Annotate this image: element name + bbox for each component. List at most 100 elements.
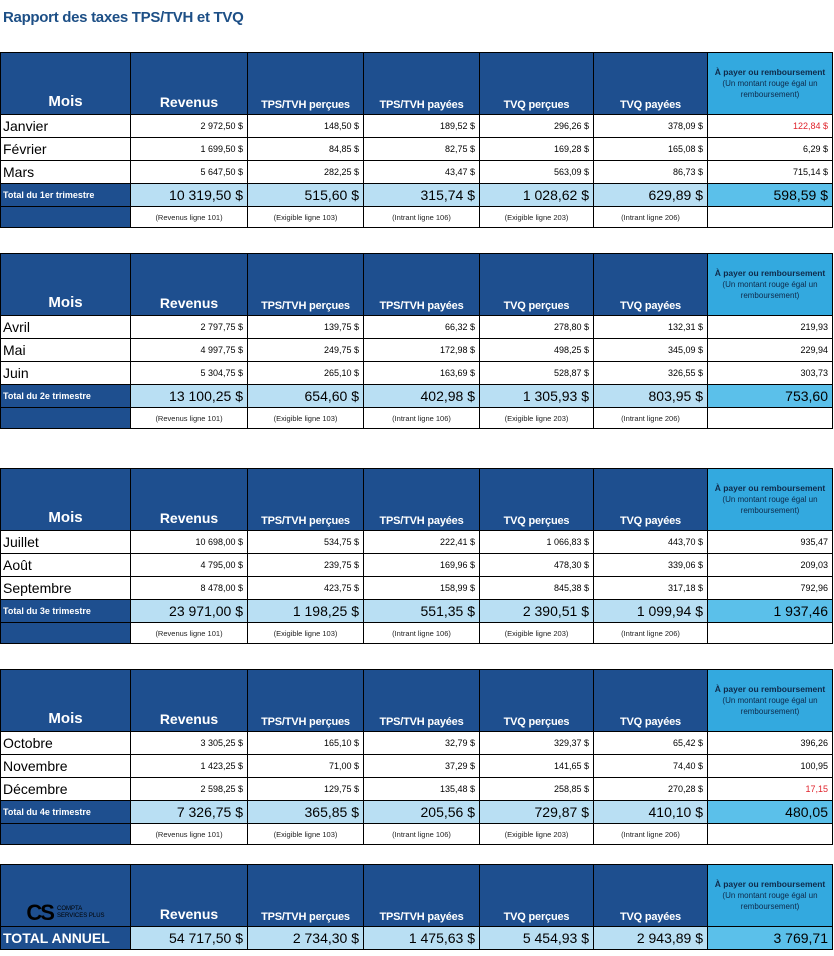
header-revenus: Revenus: [130, 468, 248, 531]
header-tps-percues: TPS/TVH perçues: [247, 864, 364, 927]
total-tps-payees: 402,98 $: [363, 384, 480, 408]
source-tvq-percues: (Exigible ligne 203): [479, 407, 594, 429]
cell-tvq-percues: 141,65 $: [479, 754, 594, 778]
cell-tps-percues: 148,50 $: [247, 114, 364, 138]
cell-tps-percues: 84,85 $: [247, 137, 364, 161]
source-tps-percues: (Exigible ligne 103): [247, 206, 364, 228]
source-revenus: (Revenus ligne 101): [130, 622, 248, 644]
quarter-total-label: Total du 1er trimestre: [0, 183, 131, 207]
header-tps-percues: TPS/TVH perçues: [247, 253, 364, 316]
quarter-total-row: Total du 2e trimestre 13 100,25 $654,60 $…: [0, 384, 833, 408]
total-tps-payees: 551,35 $: [363, 599, 480, 623]
cell-tps-payees: 189,52 $: [363, 114, 480, 138]
cell-tvq-percues: 845,38 $: [479, 576, 594, 600]
total-a-payer: 753,60: [707, 384, 833, 408]
cell-a-payer: 209,03: [707, 553, 833, 577]
cell-tps-payees: 135,48 $: [363, 777, 480, 801]
cell-tvq-percues: 169,28 $: [479, 137, 594, 161]
total-tps-percues: 1 198,25 $: [247, 599, 364, 623]
total-tps-percues: 515,60 $: [247, 183, 364, 207]
total-a-payer: 480,05: [707, 800, 833, 824]
cell-a-payer: 935,47: [707, 530, 833, 554]
header-revenus: Revenus: [130, 864, 248, 927]
source-tps-payees: (Intrant ligne 106): [363, 622, 480, 644]
source-tvq-payees: (Intrant ligne 206): [593, 206, 708, 228]
cell-tps-percues: 249,75 $: [247, 338, 364, 362]
month-name: Juin: [0, 361, 131, 385]
cell-tvq-payees: 270,28 $: [593, 777, 708, 801]
quarter-table: Mois Revenus TPS/TVH perçues TPS/TVH payées…: [0, 468, 833, 644]
cell-tvq-payees: 443,70 $: [593, 530, 708, 554]
cell-tvq-percues: 258,85 $: [479, 777, 594, 801]
source-empty: [707, 407, 833, 429]
cell-revenus: 1 423,25 $: [130, 754, 248, 778]
cell-tvq-payees: 378,09 $: [593, 114, 708, 138]
total-a-payer: 598,59 $: [707, 183, 833, 207]
source-tps-payees: (Intrant ligne 106): [363, 823, 480, 845]
header-a-payer-label: À payer ou remboursement: [714, 483, 826, 493]
cell-a-payer: 122,84 $: [707, 114, 833, 138]
cell-tvq-percues: 1 066,83 $: [479, 530, 594, 554]
source-spacer: [0, 823, 131, 845]
source-tvq-percues: (Exigible ligne 203): [479, 622, 594, 644]
cell-revenus: 1 699,50 $: [130, 137, 248, 161]
cell-tvq-payees: 326,55 $: [593, 361, 708, 385]
total-tps-percues: 654,60 $: [247, 384, 364, 408]
total-tvq-payees: 629,89 $: [593, 183, 708, 207]
month-name: Juillet: [0, 530, 131, 554]
month-row: Avril 2 797,75 $139,75 $66,32 $278,80 $13…: [0, 315, 833, 339]
header-a-payer-note: (Un montant rouge égal un remboursement): [722, 79, 818, 99]
source-row: (Revenus ligne 101) (Exigible ligne 103)(…: [0, 823, 833, 845]
quarter-total-row: Total du 4e trimestre 7 326,75 $365,85 $2…: [0, 800, 833, 824]
cell-revenus: 2 598,25 $: [130, 777, 248, 801]
month-row: Octobre 3 305,25 $165,10 $32,79 $329,37 $…: [0, 731, 833, 755]
month-row: Juillet 10 698,00 $534,75 $222,41 $1 066,…: [0, 530, 833, 554]
header-a-payer-note: (Un montant rouge égal un remboursement): [722, 495, 818, 515]
source-row: (Revenus ligne 101) (Exigible ligne 103)(…: [0, 622, 833, 644]
source-tvq-percues: (Exigible ligne 203): [479, 206, 594, 228]
source-spacer: [0, 206, 131, 228]
header-tps-payees: TPS/TVH payées: [363, 669, 480, 732]
cell-a-payer: 17,15: [707, 777, 833, 801]
cell-revenus: 2 972,50 $: [130, 114, 248, 138]
month-name: Décembre: [0, 777, 131, 801]
cell-a-payer: 396,26: [707, 731, 833, 755]
month-row: Mai 4 997,75 $249,75 $172,98 $498,25 $345…: [0, 338, 833, 362]
header-mois: Mois: [0, 669, 131, 732]
month-name: Septembre: [0, 576, 131, 600]
source-empty: [707, 206, 833, 228]
cell-revenus: 4 795,00 $: [130, 553, 248, 577]
source-empty: [707, 622, 833, 644]
quarter-total-label: Total du 4e trimestre: [0, 800, 131, 824]
quarter-table: Mois Revenus TPS/TVH perçues TPS/TVH payées…: [0, 253, 833, 429]
annual-a-payer: 3 769,71: [707, 926, 833, 950]
header-tps-payees: TPS/TVH payées: [363, 864, 480, 927]
header-tvq-percues: TVQ perçues: [479, 864, 594, 927]
cell-a-payer: 229,94: [707, 338, 833, 362]
source-spacer: [0, 407, 131, 429]
header-revenus: Revenus: [130, 669, 248, 732]
total-tvq-percues: 1 305,93 $: [479, 384, 594, 408]
annual-total-row: TOTAL ANNUEL 54 717,50 $2 734,30 $1 475,6…: [0, 926, 833, 950]
company-logo: CS COMPTA SERVICES PLUS: [2, 900, 130, 926]
month-row: Décembre 2 598,25 $129,75 $135,48 $258,85…: [0, 777, 833, 801]
cell-tps-payees: 66,32 $: [363, 315, 480, 339]
cell-revenus: 5 304,75 $: [130, 361, 248, 385]
cell-tps-payees: 222,41 $: [363, 530, 480, 554]
quarter-total-label: Total du 2e trimestre: [0, 384, 131, 408]
annual-total-label: TOTAL ANNUEL: [0, 926, 131, 950]
cell-tvq-payees: 339,06 $: [593, 553, 708, 577]
cell-a-payer: 6,29 $: [707, 137, 833, 161]
month-row: Septembre 8 478,00 $423,75 $158,99 $845,3…: [0, 576, 833, 600]
month-row: Mars 5 647,50 $282,25 $43,47 $563,09 $86,…: [0, 160, 833, 184]
source-tps-percues: (Exigible ligne 103): [247, 622, 364, 644]
month-name: Octobre: [0, 731, 131, 755]
cell-a-payer: 303,73: [707, 361, 833, 385]
header-a-payer: À payer ou remboursement (Un montant roug…: [707, 669, 833, 732]
logo-text-line1: COMPTA: [56, 906, 83, 912]
header-tvq-payees: TVQ payées: [593, 52, 708, 115]
header-tvq-payees: TVQ payées: [593, 864, 708, 927]
month-name: Novembre: [0, 754, 131, 778]
month-row: Juin 5 304,75 $265,10 $163,69 $528,87 $32…: [0, 361, 833, 385]
source-tps-payees: (Intrant ligne 106): [363, 206, 480, 228]
